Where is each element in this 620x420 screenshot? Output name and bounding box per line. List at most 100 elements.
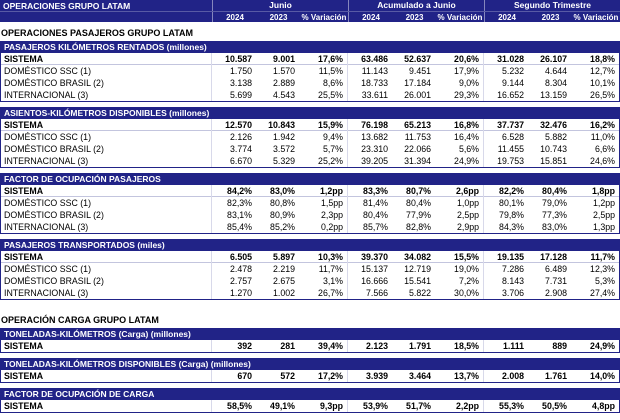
- value-cell: 2,2pp: [456, 401, 479, 411]
- data-section: FACTOR DE OCUPACIÓN PASAJEROS SISTEMA 84,2…: [0, 173, 620, 234]
- table-row: DOMÉSTICO SSC (1) 82,3% 80,8% 1,5pp 81,4% 80,…: [1, 197, 619, 209]
- value-cell: 6.489: [544, 264, 567, 274]
- row-label: SISTEMA: [4, 186, 44, 196]
- value-cell: 25,2%: [318, 156, 343, 166]
- value-cell: 1,3pp: [592, 222, 615, 232]
- value-cell: 4.644: [544, 66, 567, 76]
- data-section: PASAJEROS TRANSPORTADOS (miles) SISTEMA 6.…: [0, 239, 620, 300]
- value-cell: 10.843: [268, 120, 295, 130]
- column-headers-row: 2024 2023% Variación 2024 2023% Variación 20…: [0, 11, 620, 23]
- value-cell: 22.066: [404, 144, 431, 154]
- row-label: DOMÉSTICO SSC (1): [4, 132, 91, 142]
- row-label: SISTEMA: [4, 341, 44, 351]
- value-cell: 27,4%: [590, 288, 615, 298]
- data-section: ASIENTOS-KILÓMETROS DISPONIBLES (millone…: [0, 107, 620, 168]
- section-title-bar: TONELADAS-KILÓMETROS (Carga) (millones): [1, 329, 619, 340]
- value-cell: 6.505: [211, 251, 256, 263]
- table-row: INTERNACIONAL (3) 6.670 5.329 25,2% 39.205 31…: [1, 155, 619, 167]
- value-cell: 30,0%: [454, 288, 479, 298]
- report-body: OPERACIONES PASAJEROS GRUPO LATAM PASAJER…: [0, 28, 620, 413]
- value-cell: 9.451: [408, 66, 431, 76]
- value-cell: 12,3%: [590, 264, 615, 274]
- value-cell: 14,0%: [590, 371, 615, 381]
- table-row: DOMÉSTICO BRASIL (2) 3.774 3.572 5,7% 23.310…: [1, 143, 619, 155]
- value-cell: 1,5pp: [320, 198, 343, 208]
- table-row: INTERNACIONAL (3) 5.699 4.543 25,5% 33.611 26…: [1, 89, 619, 101]
- value-cell: 5.232: [483, 65, 528, 77]
- table-row: INTERNACIONAL (3) 1.270 1.002 26,7% 7.566 5.8…: [1, 287, 619, 299]
- value-cell: 9.001: [272, 54, 295, 64]
- value-cell: 80,1%: [483, 197, 528, 209]
- value-cell: 19.753: [483, 155, 528, 167]
- value-cell: 2.478: [211, 263, 256, 275]
- value-cell: 11,7%: [590, 252, 615, 262]
- period-group-headers: Junio Acumulado a Junio Segundo Trimestre: [212, 0, 620, 11]
- value-cell: 79,8%: [483, 209, 528, 221]
- value-cell: 80,4%: [347, 209, 392, 221]
- value-cell: 3.572: [272, 144, 295, 154]
- value-cell: 12.719: [404, 264, 431, 274]
- value-cell: 10,1%: [590, 78, 615, 88]
- value-cell: 11.455: [483, 143, 528, 155]
- value-cell: 58,5%: [211, 400, 256, 412]
- value-cell: 80,4%: [542, 186, 567, 196]
- section-title-bar: PASAJEROS KILÓMETROS RENTADOS (millones): [1, 42, 619, 53]
- value-cell: 6.528: [483, 131, 528, 143]
- value-cell: 2,3pp: [320, 210, 343, 220]
- value-cell: 51,7%: [406, 401, 431, 411]
- value-cell: 15.851: [540, 156, 567, 166]
- value-cell: 12.570: [211, 119, 256, 131]
- row-label: DOMÉSTICO BRASIL (2): [4, 144, 104, 154]
- value-cell: 82,2%: [483, 185, 528, 197]
- value-cell: 2.908: [544, 288, 567, 298]
- value-cell: 2.126: [211, 131, 256, 143]
- value-cell: 2,5pp: [592, 210, 615, 220]
- value-cell: 18.733: [347, 77, 392, 89]
- column-header: % Variación: [301, 13, 347, 22]
- data-section: TONELADAS-KILÓMETROS (Carga) (millones) S…: [0, 328, 620, 353]
- section-title-bar: FACTOR DE OCUPACIÓN DE CARGA: [1, 389, 619, 400]
- report-title: OPERACIONES GRUPO LATAM: [3, 0, 131, 11]
- value-cell: 84,3%: [483, 221, 528, 233]
- value-cell: 670: [211, 370, 256, 382]
- value-cell: 7.566: [347, 287, 392, 299]
- value-cell: 3.138: [211, 77, 256, 89]
- value-cell: 77,9%: [406, 210, 431, 220]
- value-cell: 1.942: [272, 132, 295, 142]
- value-cell: 7.286: [483, 263, 528, 275]
- value-cell: 2.008: [483, 370, 528, 382]
- value-cell: 12,7%: [590, 66, 615, 76]
- row-label: DOMÉSTICO SSC (1): [4, 66, 91, 76]
- table-row: DOMÉSTICO SSC (1) 2.478 2.219 11,7% 15.137 12…: [1, 263, 619, 275]
- table-row: SISTEMA 12.570 10.843 15,9% 76.198 65.213 16,8…: [1, 119, 619, 131]
- value-cell: 50,5%: [542, 401, 567, 411]
- value-cell: 2.757: [211, 275, 256, 287]
- table-row: SISTEMA 670 572 17,2% 3.939 3.464 13,7% 2.008 1.…: [1, 370, 619, 382]
- column-header: 2023: [405, 13, 424, 22]
- value-cell: 1,0pp: [456, 198, 479, 208]
- data-section: PASAJEROS KILÓMETROS RENTADOS (millones)…: [0, 41, 620, 102]
- row-label: DOMÉSTICO SSC (1): [4, 198, 91, 208]
- value-cell: 20,6%: [454, 54, 479, 64]
- value-cell: 83,0%: [270, 186, 295, 196]
- value-cell: 1.002: [272, 288, 295, 298]
- value-cell: 15.137: [347, 263, 392, 275]
- value-cell: 18,8%: [590, 54, 615, 64]
- value-cell: 1.270: [211, 287, 256, 299]
- section-title-bar: FACTOR DE OCUPACIÓN PASAJEROS: [1, 174, 619, 185]
- value-cell: 11.753: [404, 132, 431, 142]
- value-cell: 9,0%: [458, 78, 479, 88]
- value-cell: 17.184: [404, 78, 431, 88]
- column-header: % Variación: [573, 13, 619, 22]
- value-cell: 63.486: [347, 53, 392, 65]
- value-cell: 11,0%: [590, 132, 615, 142]
- value-cell: 16.652: [483, 89, 528, 101]
- value-cell: 19.135: [483, 251, 528, 263]
- column-header: 2024: [212, 12, 257, 23]
- column-header: % Variación: [437, 13, 483, 22]
- row-label: DOMÉSTICO SSC (1): [4, 264, 91, 274]
- value-cell: 5.882: [544, 132, 567, 142]
- value-cell: 84,2%: [211, 185, 256, 197]
- value-cell: 9,4%: [322, 132, 343, 142]
- table-row: SISTEMA 392 281 39,4% 2.123 1.791 18,5% 1.111 88…: [1, 340, 619, 352]
